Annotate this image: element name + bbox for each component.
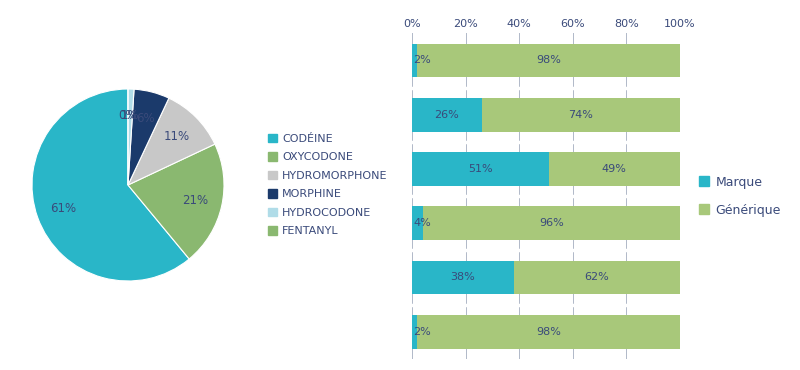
Bar: [412, 44, 418, 77]
Bar: [482, 98, 680, 131]
Legend: CODÉINE, OXYCODONE, HYDROMORPHONE, MORPHINE, HYDROCODONE, FENTANYL: CODÉINE, OXYCODONE, HYDROMORPHONE, MORPH…: [266, 132, 390, 238]
Text: 51%: 51%: [468, 164, 493, 174]
Text: 6%: 6%: [136, 111, 154, 125]
Text: 11%: 11%: [164, 130, 190, 142]
Text: 0%: 0%: [118, 110, 138, 122]
Bar: [412, 152, 549, 186]
Text: 98%: 98%: [536, 56, 561, 65]
Text: 1%: 1%: [121, 110, 139, 122]
Bar: [412, 98, 482, 131]
Text: 2%: 2%: [414, 327, 431, 337]
Bar: [549, 152, 680, 186]
Wedge shape: [128, 89, 169, 185]
Text: 74%: 74%: [569, 110, 594, 120]
Text: 26%: 26%: [434, 110, 459, 120]
Wedge shape: [128, 89, 134, 185]
Wedge shape: [128, 144, 224, 259]
Text: 96%: 96%: [539, 218, 564, 228]
Bar: [418, 44, 680, 77]
Wedge shape: [128, 98, 215, 185]
Text: 98%: 98%: [536, 327, 561, 337]
Bar: [422, 206, 680, 240]
Bar: [412, 315, 418, 349]
Bar: [514, 261, 680, 294]
Text: 49%: 49%: [602, 164, 626, 174]
Text: 62%: 62%: [585, 272, 610, 283]
Text: 2%: 2%: [414, 56, 431, 65]
Legend: Marque, Générique: Marque, Générique: [697, 173, 783, 219]
Text: 61%: 61%: [50, 202, 76, 215]
Bar: [412, 261, 514, 294]
Wedge shape: [32, 89, 189, 281]
Bar: [412, 206, 422, 240]
Text: 38%: 38%: [450, 272, 475, 283]
Text: 4%: 4%: [414, 218, 431, 228]
Text: 21%: 21%: [182, 194, 209, 206]
Bar: [418, 315, 680, 349]
